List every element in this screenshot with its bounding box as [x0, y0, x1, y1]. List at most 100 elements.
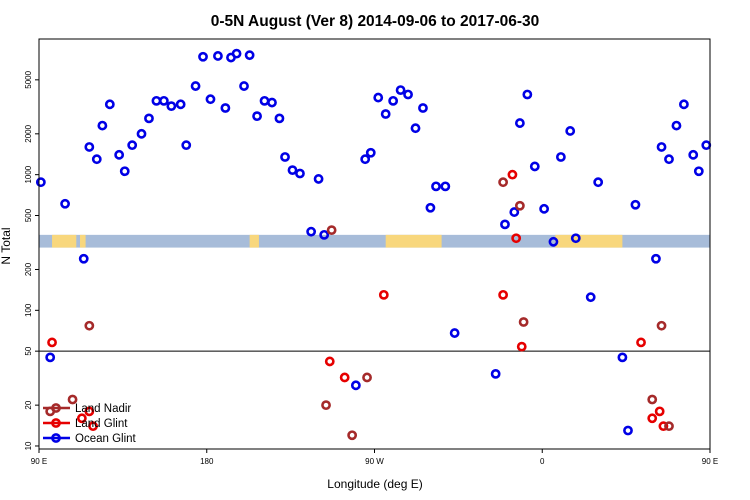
- x-tick-label: 90 E: [31, 457, 47, 466]
- y-tick-label: 5000: [24, 70, 33, 88]
- land-glint-point: [324, 356, 335, 367]
- ocean-glint-point: [119, 166, 130, 177]
- ocean-glint-point: [651, 253, 661, 264]
- land-band-segment: [249, 234, 259, 248]
- legend-swatch-marker: [51, 418, 61, 428]
- y-axis-label: N Total: [0, 227, 13, 264]
- land-glint-point: [654, 406, 665, 417]
- ocean-glint-point: [114, 149, 125, 160]
- ocean-glint-point: [693, 166, 704, 177]
- ocean-glint-point: [539, 203, 550, 214]
- ocean-glint-point: [306, 226, 317, 237]
- ocean-glint-point: [555, 152, 566, 162]
- land-glint-point: [658, 421, 669, 432]
- land-band-segment: [555, 234, 623, 248]
- ocean-glint-point: [656, 142, 667, 152]
- ocean-glint-point: [259, 95, 270, 106]
- ocean-glint-point: [295, 168, 305, 179]
- ocean-glint-point: [522, 89, 533, 100]
- ocean-glint-point: [231, 48, 242, 59]
- ocean-glint-point: [60, 198, 70, 209]
- ocean-glint-point: [671, 120, 682, 131]
- ocean-glint-point: [425, 202, 436, 213]
- y-tick-label: 2000: [24, 124, 33, 142]
- land-glint-point: [378, 289, 389, 300]
- legend-swatch-marker: [51, 433, 61, 443]
- y-tick-label: 10: [24, 441, 33, 450]
- ocean-glint-point: [617, 352, 628, 363]
- ocean-glint-point: [267, 97, 277, 108]
- land-nadir-point: [84, 320, 95, 331]
- ocean-glint-point: [701, 140, 712, 151]
- x-tick-label: 0: [540, 457, 545, 466]
- ocean-glint-point: [623, 425, 633, 436]
- land-nadir-point: [647, 394, 658, 405]
- ocean-glint-point: [158, 95, 169, 106]
- x-tick-label: 90 W: [365, 457, 384, 466]
- land-glint-point: [636, 337, 646, 348]
- legend-label: Land Nadir: [75, 403, 131, 415]
- legend-label: Ocean Glint: [75, 433, 137, 445]
- land-nadir-point: [347, 430, 358, 441]
- ocean-glint-point: [548, 236, 559, 247]
- chart-title: 0-5N August (Ver 8) 2014-09-06 to 2017-0…: [211, 13, 540, 30]
- ocean-glint-point: [252, 111, 262, 122]
- ocean-glint-point: [175, 99, 186, 110]
- ocean-glint-point: [688, 149, 699, 160]
- x-tick-label: 180: [200, 457, 214, 466]
- land-glint-point: [647, 413, 658, 424]
- y-tick-label: 1000: [24, 165, 33, 183]
- ocean-glint-point: [490, 368, 501, 379]
- land-glint-point: [88, 421, 98, 432]
- ocean-glint-point: [350, 380, 361, 391]
- ocean-glint-point: [136, 128, 147, 139]
- ocean-glint-point: [360, 154, 371, 165]
- ocean-glint-point: [97, 120, 108, 131]
- ocean-glint-point: [570, 233, 581, 244]
- y-tick-label: 500: [24, 208, 33, 222]
- ocean-glint-point: [181, 140, 192, 151]
- legend-swatch-marker: [51, 403, 61, 413]
- ocean-glint-point: [205, 94, 216, 105]
- ocean-glint-point: [388, 95, 399, 106]
- ocean-glint-point: [380, 109, 391, 119]
- x-axis-label: Longitude (deg E): [327, 477, 422, 491]
- land-glint-point: [84, 406, 95, 417]
- land-band-segment: [385, 234, 442, 248]
- y-tick-label: 100: [24, 303, 33, 317]
- land-nadir-point: [67, 394, 78, 405]
- land-band-segment: [52, 234, 77, 248]
- ocean-glint-point: [35, 177, 46, 188]
- ocean-glint-point: [365, 147, 376, 158]
- land-nadir-point: [362, 372, 372, 383]
- land-glint-point: [511, 233, 522, 244]
- land-nadir-point: [514, 200, 525, 211]
- y-tick-label: 20: [24, 400, 33, 409]
- ocean-glint-point: [514, 118, 525, 128]
- ocean-glint-point: [313, 174, 324, 184]
- ocean-glint-point: [585, 292, 596, 303]
- ocean-glint-point: [91, 154, 102, 165]
- ocean-glint-point: [431, 181, 441, 192]
- ocean-glint-point: [213, 51, 223, 61]
- ocean-glint-point: [78, 253, 89, 264]
- ocean-glint-point: [104, 99, 115, 110]
- ocean-glint-point: [565, 126, 576, 136]
- ocean-glint-point: [319, 229, 330, 240]
- land-nadir-point: [656, 320, 667, 331]
- y-tick-label: 50: [24, 346, 33, 355]
- ocean-glint-point: [418, 103, 428, 113]
- ocean-glint-point: [244, 50, 255, 61]
- land-glint-point: [47, 337, 57, 348]
- ocean-glint-point: [679, 99, 689, 110]
- ocean-band: [39, 234, 710, 248]
- x-tick-label: 90 E: [702, 457, 718, 466]
- ocean-glint-point: [509, 207, 520, 217]
- land-nadir-point: [664, 421, 674, 432]
- ocean-glint-point: [395, 85, 406, 96]
- land-glint-point: [339, 372, 350, 383]
- land-band-segment: [80, 234, 86, 248]
- land-nadir-point: [498, 177, 509, 188]
- ocean-glint-point: [144, 113, 154, 124]
